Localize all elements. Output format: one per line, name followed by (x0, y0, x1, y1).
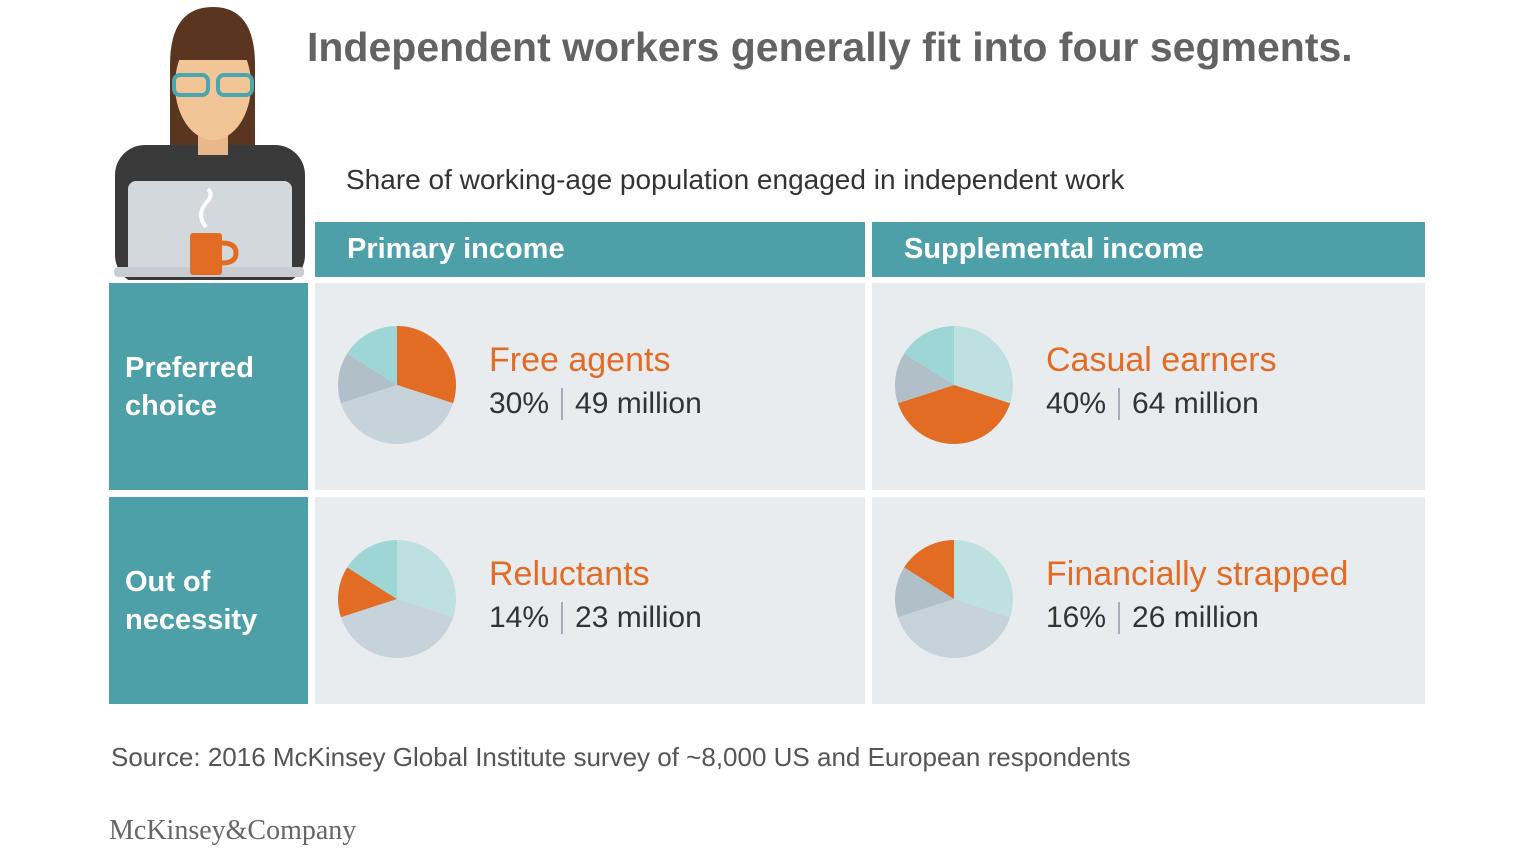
pie (895, 326, 1013, 444)
pie-wedge (338, 353, 397, 404)
pie (338, 326, 456, 444)
share-label: 14% (489, 601, 550, 634)
pie-wedge (895, 353, 954, 404)
row-header: Out of necessity (109, 497, 308, 704)
pie-wedge (954, 326, 1013, 404)
share-label: 16% (1046, 601, 1107, 634)
pie-wedge (954, 540, 1013, 618)
pie-wedge (340, 385, 454, 444)
segment-stats: 14% 23 million (489, 601, 702, 635)
title: Independent workers generally fit into f… (307, 24, 1353, 70)
segment-name: Free agents (489, 341, 671, 379)
pie-wedge (897, 599, 1011, 658)
pie-wedge (895, 567, 954, 618)
segment-cell: Reluctants 14% 23 million (315, 497, 865, 704)
pie-wedge (904, 540, 954, 599)
pie-wedge (340, 599, 454, 658)
segment-cell: Casual earners 40% 64 million (872, 283, 1425, 490)
segment-stats: 30% 49 million (489, 387, 702, 421)
count-label: 64 million (1132, 387, 1259, 420)
segment-stats: 16% 26 million (1046, 601, 1259, 635)
segment-stats: 40% 64 million (1046, 387, 1259, 421)
segment-name: Reluctants (489, 555, 650, 593)
count-label: 26 million (1132, 601, 1259, 634)
separator (561, 388, 564, 420)
separator (561, 602, 564, 634)
pie (338, 540, 456, 658)
column-header: Supplemental income (872, 222, 1425, 277)
segment-name: Financially strapped (1046, 555, 1349, 593)
illustration (114, 7, 305, 280)
segment-name: Casual earners (1046, 341, 1277, 379)
pie-wedge (897, 385, 1011, 444)
count-label: 49 million (575, 387, 702, 420)
separator (1118, 388, 1121, 420)
pie-wedge (347, 540, 397, 599)
share-label: 30% (489, 387, 550, 420)
column-header: Primary income (315, 222, 865, 277)
pie-wedge (397, 540, 456, 618)
pie-wedge (904, 326, 954, 385)
share-label: 40% (1046, 387, 1107, 420)
segment-cell: Free agents 30% 49 million (315, 283, 865, 490)
logo: McKinsey&Company (109, 815, 357, 846)
subtitle: Share of working-age population engaged … (346, 164, 1125, 195)
pie-wedge (338, 567, 397, 618)
source: Source: 2016 McKinsey Global Institute s… (111, 742, 1131, 772)
count-label: 23 million (575, 601, 702, 634)
pie-wedge (397, 326, 456, 404)
pie (895, 540, 1013, 658)
row-header: Preferred choice (109, 283, 308, 490)
segment-cell: Financially strapped 16% 26 million (872, 497, 1425, 704)
pie-wedge (347, 326, 397, 385)
separator (1118, 602, 1121, 634)
